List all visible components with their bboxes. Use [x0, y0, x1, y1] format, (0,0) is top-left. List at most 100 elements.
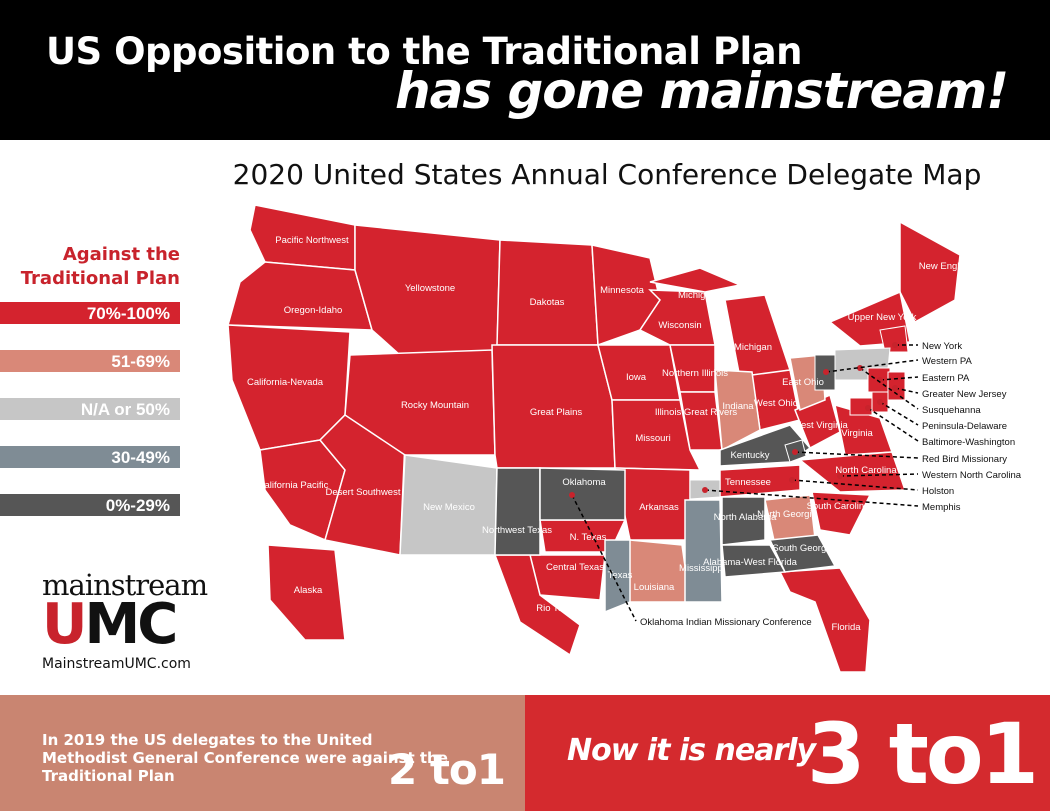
- legend-swatch: [0, 350, 180, 372]
- callout-line: [894, 387, 919, 394]
- callout-label: Western North Carolina: [922, 470, 1022, 481]
- callout-label: Western PA: [922, 356, 972, 367]
- region-label: Great Plains: [530, 407, 583, 418]
- region-label: Arkansas: [639, 502, 679, 513]
- legend-swatch: [0, 494, 180, 516]
- legend-label: 51-69%: [111, 352, 170, 371]
- region-label: South Carolina: [807, 501, 871, 512]
- region-label: North Alabama: [714, 512, 778, 523]
- callout-label: Baltimore-Washington: [922, 437, 1015, 448]
- region-label: Louisiana: [634, 582, 675, 593]
- footer-ratio: 3 to1: [807, 705, 1039, 803]
- region-label: Dakotas: [530, 297, 565, 308]
- region-label: Oklahoma: [562, 477, 606, 488]
- callout-line: [879, 401, 919, 426]
- region: [684, 499, 723, 603]
- header: US Opposition to the Traditional Plan ha…: [0, 0, 1050, 140]
- region: [768, 534, 837, 573]
- region: [604, 539, 631, 614]
- logo-url: MainstreamUMC.com: [42, 656, 191, 672]
- callout-label: Memphis: [922, 502, 961, 513]
- callout-line: [867, 407, 919, 442]
- callout-label: New York: [922, 341, 962, 352]
- region: [849, 397, 873, 416]
- region-label: N. Texas: [570, 532, 607, 543]
- legend-title: Against the Traditional Plan: [20, 244, 180, 289]
- region-label: Virginia: [841, 428, 873, 439]
- region-label: North Carolina: [835, 465, 897, 476]
- region-label: South Georgia: [772, 543, 834, 554]
- region: [714, 369, 761, 452]
- callout-label: Peninsula-Delaware: [922, 421, 1007, 432]
- region: [494, 467, 541, 556]
- region-label: Florida: [831, 622, 861, 633]
- region-label: Illinois Great Rivers: [655, 407, 738, 418]
- callout-label: Red Bird Missionary: [922, 454, 1007, 465]
- region: [811, 491, 872, 536]
- region-label: Pacific Northwest: [275, 235, 349, 246]
- logo-mark: UMC: [42, 592, 178, 657]
- region-label: Michigan: [678, 290, 716, 301]
- callout-line: [704, 489, 919, 507]
- legend-label: 30-49%: [111, 448, 170, 467]
- region: [496, 239, 599, 346]
- callout-label: Oklahoma Indian Missionary Conference: [640, 617, 812, 628]
- footer-ratio: 2 to1: [388, 745, 506, 794]
- callout-line: [571, 494, 637, 622]
- region: [879, 325, 909, 353]
- callout-line: [879, 376, 919, 381]
- region-label: Central Texas: [546, 562, 604, 573]
- footer-right: Now it is nearly 3 to1: [525, 695, 1050, 811]
- footer-left: In 2019 the US delegates to the United M…: [0, 695, 525, 811]
- callout-dot: [877, 399, 883, 405]
- callout-dot: [569, 492, 575, 498]
- legend-label: N/A or 50%: [81, 400, 170, 419]
- legend-swatch: [0, 446, 180, 468]
- callout-dot: [792, 449, 798, 455]
- title: has gone mainstream!: [394, 62, 1009, 120]
- region-label: Northern Illinois: [662, 368, 728, 379]
- callout-dot: [702, 487, 708, 493]
- region-label: Minnesota: [600, 285, 645, 296]
- footer-text: Now it is nearly: [567, 733, 816, 768]
- region: [267, 544, 346, 641]
- legend-label: 70%-100%: [87, 304, 170, 323]
- callout-line: [859, 367, 919, 410]
- callout-label: Eastern PA: [922, 373, 970, 384]
- region-label: California Pacific: [258, 480, 329, 491]
- region-label: Tennessee: [725, 477, 771, 488]
- callout-dot: [823, 369, 829, 375]
- callout-label: Susquehanna: [922, 405, 981, 416]
- region: [778, 567, 871, 673]
- region-label: Wisconsin: [658, 320, 701, 331]
- map-title: 2020 United States Annual Conference Del…: [232, 158, 982, 191]
- region-label: Kentucky: [730, 450, 769, 461]
- callout-label: Greater New Jersey: [922, 389, 1007, 400]
- legend-swatch: [0, 302, 180, 324]
- region: [899, 220, 961, 324]
- region-label: Iowa: [626, 372, 647, 383]
- callout-label: Holston: [922, 486, 954, 497]
- callout-dot: [892, 342, 898, 348]
- region-label: Rocky Mountain: [401, 400, 469, 411]
- logo-text: mainstream: [42, 568, 208, 602]
- region-label: Missouri: [635, 433, 670, 444]
- region: [611, 399, 702, 471]
- region-label: North Georgia: [757, 509, 817, 520]
- region-label: Upper New York: [848, 312, 917, 323]
- region: [721, 496, 766, 546]
- region-label: Texas: [608, 570, 633, 581]
- region-label: West Ohio: [754, 398, 798, 409]
- callout-dot: [837, 473, 843, 479]
- region: [344, 349, 496, 456]
- callout-dot: [865, 405, 871, 411]
- callout-dot: [789, 477, 795, 483]
- region-label: Yellowstone: [405, 283, 455, 294]
- region-label: Desert Southwest: [326, 487, 401, 498]
- region-label: Alaska: [294, 585, 323, 596]
- callout-line: [839, 473, 919, 477]
- region-label: California-Nevada: [247, 377, 324, 388]
- region-label: Mississippi: [679, 563, 725, 574]
